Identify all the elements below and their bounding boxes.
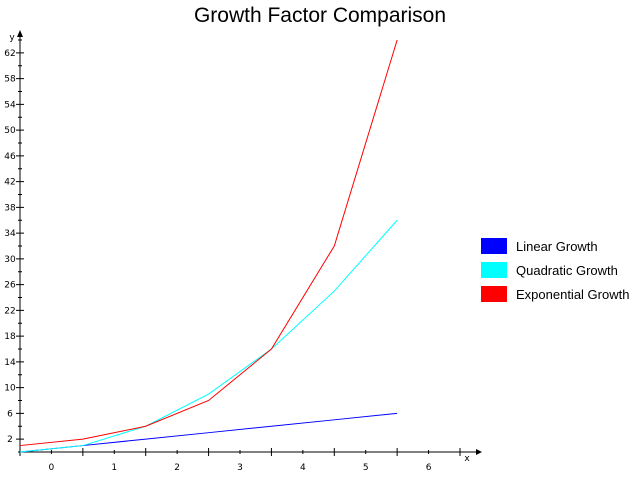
- legend-swatch-quadratic: [481, 262, 507, 278]
- x-tick-label: 4: [300, 463, 306, 473]
- y-tick-label: 50: [4, 126, 16, 136]
- y-tick-label: 26: [4, 281, 16, 291]
- x-tick-label: 2: [174, 463, 180, 473]
- legend: Linear Growth Quadratic Growth Exponenti…: [481, 234, 629, 306]
- x-axis-label: x: [464, 454, 470, 464]
- y-tick-label: 54: [4, 100, 16, 110]
- legend-item-linear: Linear Growth: [481, 234, 629, 258]
- legend-swatch-linear: [481, 238, 507, 254]
- x-tick-label: 0: [49, 463, 55, 473]
- chart-title: Growth Factor Comparison: [193, 4, 447, 27]
- x-tick-label: 6: [426, 463, 432, 473]
- legend-item-exponential: Exponential Growth: [481, 282, 629, 306]
- series-line-2: [19, 219, 398, 453]
- y-tick-label: 46: [4, 152, 16, 162]
- series-lines: [19, 39, 398, 453]
- legend-label-exponential: Exponential Growth: [516, 286, 630, 302]
- legend-label-quadratic: Quadratic Growth: [516, 262, 618, 278]
- x-axis-arrow: [476, 449, 482, 455]
- y-tick-label: 34: [4, 229, 16, 239]
- series-line-3: [19, 39, 398, 447]
- y-tick-label: 38: [4, 203, 16, 213]
- y-tick-label: 14: [4, 358, 16, 368]
- axes: xy: [9, 30, 482, 464]
- legend-label-linear: Linear Growth: [516, 238, 598, 254]
- x-tick-label: 3: [237, 463, 243, 473]
- y-axis-arrow: [17, 30, 23, 37]
- y-axis-label: y: [9, 33, 15, 43]
- y-tick-label: 42: [4, 178, 15, 188]
- legend-item-quadratic: Quadratic Growth: [481, 258, 629, 282]
- x-tick-label: 5: [363, 463, 369, 473]
- y-tick-label: 10: [4, 384, 16, 394]
- y-tick-label: 22: [4, 306, 15, 316]
- y-tick-label: 18: [4, 332, 16, 342]
- y-tick-label: 6: [7, 409, 13, 419]
- legend-swatch-exponential: [481, 286, 507, 302]
- x-tick-label: 1: [111, 463, 117, 473]
- y-tick-label: 62: [4, 49, 15, 59]
- y-tick-label: 58: [4, 75, 16, 85]
- y-tick-label: 30: [4, 255, 16, 265]
- y-tick-label: 2: [7, 435, 13, 445]
